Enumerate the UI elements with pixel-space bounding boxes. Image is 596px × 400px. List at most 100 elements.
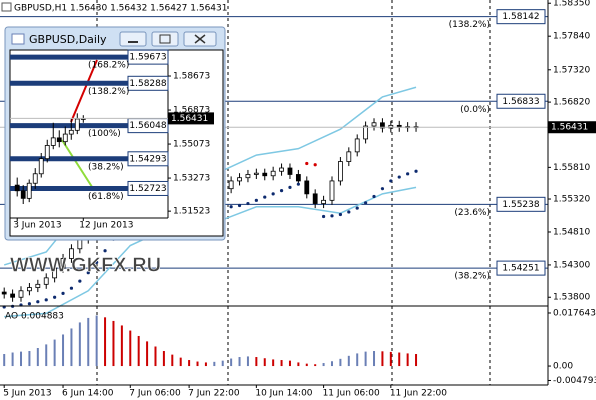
sar-dot	[237, 203, 242, 208]
sar-dot	[389, 179, 393, 183]
ao-bar	[322, 363, 325, 367]
candle-body	[32, 173, 38, 184]
ao-bar	[314, 364, 317, 367]
y-tick-label: 1.58673	[173, 72, 210, 82]
fib-price-label: 1.54251	[502, 264, 539, 274]
fib-percent-label: (0.0%)	[460, 105, 490, 115]
ao-bar	[305, 363, 308, 367]
fib-percent-label: (138.2%)	[449, 20, 490, 30]
ao-bar	[230, 358, 233, 367]
candle-body	[388, 124, 394, 129]
candle-body	[62, 133, 68, 143]
ao-bar	[112, 320, 115, 367]
y-tick-label: 1.57840	[553, 32, 590, 42]
ao-bar	[204, 362, 207, 367]
fib-label-box	[127, 151, 169, 167]
candle-body	[60, 258, 66, 269]
x-tick-label: 3 Jun 2013	[13, 221, 61, 231]
fib-price-label: 1.58142	[502, 12, 539, 22]
ao-bar	[381, 351, 384, 367]
y-tick-label: 0.017643	[553, 308, 596, 318]
window-icon	[11, 33, 25, 45]
fib-label-box	[496, 196, 546, 212]
candle-body	[245, 174, 251, 179]
candle-body	[346, 151, 352, 162]
ao-bar	[162, 351, 165, 367]
candle-body	[20, 190, 26, 199]
maximize-icon	[159, 34, 171, 44]
candle-body	[237, 177, 242, 182]
fib-percent-label: (38.2%)	[88, 162, 124, 172]
sar-dot	[246, 201, 250, 206]
ao-bar	[280, 360, 283, 367]
candle-body	[68, 129, 74, 135]
last-price-label: 1.56431	[551, 123, 588, 133]
candle-body	[371, 122, 377, 127]
ao-bar	[196, 361, 199, 367]
candle-body	[228, 180, 234, 190]
fib-label-box	[496, 260, 546, 276]
fib-trend-down	[61, 139, 95, 191]
ao-bar	[221, 360, 224, 367]
ao-bar	[129, 330, 132, 367]
sar-dot	[53, 295, 57, 299]
candle-body	[312, 193, 318, 204]
sar-dot	[44, 298, 48, 302]
ao-bar	[36, 348, 39, 367]
candle-body	[44, 145, 50, 160]
y-tick-label: 1.56820	[553, 98, 590, 108]
sar-dot	[271, 192, 275, 196]
ao-bar	[255, 357, 258, 367]
y-tick-label: 1.57320	[553, 65, 590, 75]
sar-dot	[296, 182, 300, 186]
candle-body	[354, 138, 360, 153]
candle-body	[74, 118, 80, 131]
y-tick-label: 1.53800	[553, 293, 590, 303]
ao-bar	[406, 353, 409, 367]
x-tick-label: 11 Jun 06:00	[323, 389, 380, 399]
fib-label-box	[127, 75, 169, 91]
ao-bar	[78, 322, 81, 367]
fib-percent-label: (38.2%)	[454, 272, 490, 282]
y-tick-label: 0.00	[553, 362, 573, 372]
x-tick-label: 12 Jun 2013	[79, 221, 133, 231]
sar-dot	[321, 214, 326, 219]
sar-dot	[103, 249, 107, 253]
y-tick-label: 1.53273	[173, 174, 210, 184]
candle-body	[329, 180, 335, 201]
ao-bar	[188, 360, 191, 367]
fib-label-box	[127, 180, 169, 196]
sar-dot	[263, 195, 267, 199]
candle-body	[253, 172, 259, 175]
y-tick-label: 1.55073	[173, 140, 210, 150]
minimize-button[interactable]	[119, 31, 147, 47]
fib-price-label: 1.56833	[502, 97, 539, 107]
candle-body	[304, 180, 310, 195]
candle-body	[69, 248, 74, 259]
ao-bar	[95, 315, 98, 367]
ao-bar	[87, 317, 90, 367]
sar-dot	[61, 291, 65, 295]
sar-dot	[95, 260, 99, 264]
maximize-button[interactable]	[151, 31, 179, 47]
window-title[interactable]: GBPUSD,Daily	[29, 33, 107, 46]
fib-price-label: 1.56048	[129, 121, 166, 131]
last-price-label: 1.56431	[171, 114, 208, 124]
ao-bar	[398, 352, 401, 367]
ao-bar	[53, 339, 56, 367]
candle-body	[262, 172, 268, 177]
ao-bar	[356, 353, 359, 367]
ao-bar	[179, 357, 182, 367]
ao-bar	[263, 358, 266, 367]
candle-body	[38, 158, 44, 175]
ao-bar	[330, 361, 333, 367]
ao-bar	[154, 346, 157, 367]
ao-bar	[415, 354, 418, 367]
ao-bar	[137, 335, 140, 367]
ao-bar	[120, 325, 123, 367]
watermark: WWW.GKFX.RU	[10, 254, 161, 276]
ao-bar	[146, 341, 149, 367]
y-tick-label: 1.58350	[553, 0, 590, 9]
candle-body	[50, 137, 56, 146]
candle-body	[27, 287, 32, 292]
